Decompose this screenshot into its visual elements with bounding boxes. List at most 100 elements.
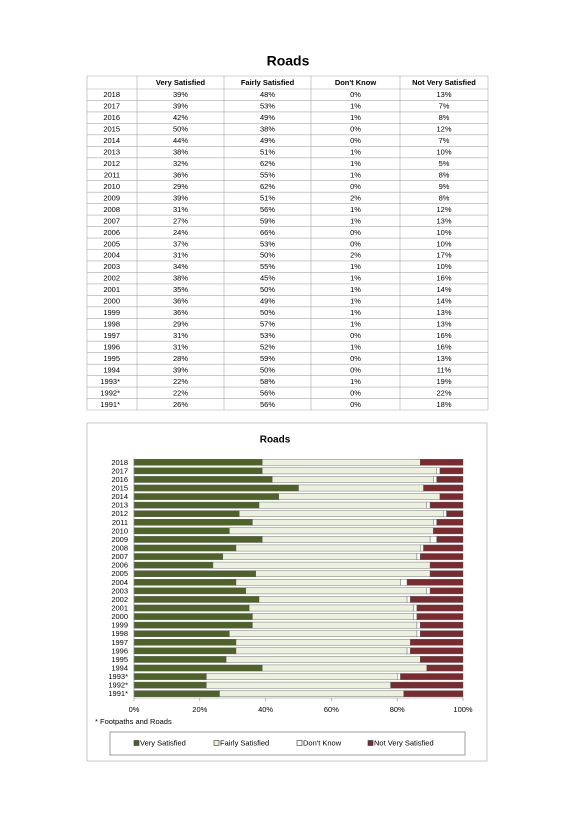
row-year: 2005 [103, 239, 120, 248]
table-cell: 7% [439, 136, 450, 145]
table-cell: 19% [436, 377, 451, 386]
table-cell: 55% [260, 170, 275, 179]
table-cell: 1% [350, 216, 361, 225]
table-header: Don't Know [335, 78, 377, 87]
table-cell: 55% [260, 262, 275, 271]
table-cell: 53% [260, 102, 275, 111]
y-tick-label: 2010 [111, 526, 128, 535]
table-cell: 13% [436, 90, 451, 99]
legend-swatch [367, 740, 374, 746]
table-cell: 22% [173, 377, 188, 386]
bar-segment [133, 484, 299, 492]
table-cell: 1% [350, 308, 361, 317]
table-cell: 29% [173, 182, 188, 191]
table-cell: 50% [173, 125, 188, 134]
table-cell: 57% [260, 320, 275, 329]
row-year: 1991* [100, 400, 120, 409]
bar-segment [133, 493, 279, 500]
row-year: 2012 [103, 159, 120, 168]
row-year: 2001 [103, 285, 120, 294]
bar-segment [235, 647, 408, 655]
table-cell: 1% [350, 102, 361, 111]
table-cell: 12% [436, 205, 451, 214]
table-cell: 0% [350, 125, 361, 134]
bar-segment [429, 536, 437, 543]
y-tick-label: 2003 [111, 586, 128, 595]
y-tick-label: 2007 [111, 552, 128, 561]
bar-segment [133, 476, 273, 483]
row-year: 2016 [103, 113, 120, 122]
bar-segment [133, 604, 250, 612]
bar-segment [416, 621, 421, 629]
bar-segment [262, 536, 431, 543]
bar-segment [390, 681, 464, 689]
table-header: Very Satisfied [156, 78, 206, 87]
table-cell: 0% [350, 365, 361, 374]
table-cell: 0% [350, 90, 361, 99]
table-cell: 45% [260, 274, 275, 283]
table-cell: 1% [350, 148, 361, 157]
table-cell: 35% [173, 285, 188, 294]
table-cell: 62% [260, 182, 275, 191]
table-cell: 24% [173, 228, 188, 237]
table-cell: 16% [436, 342, 451, 351]
table-cell: 13% [436, 216, 451, 225]
legend-swatch [296, 740, 303, 746]
bar-segment [133, 613, 253, 620]
bar-segment [429, 587, 464, 595]
bar-segment [252, 519, 434, 526]
bar-segment [413, 613, 418, 620]
bar-segment [239, 510, 444, 517]
y-tick-label: 2004 [111, 578, 128, 587]
bar-segment [423, 484, 464, 492]
row-year: 2006 [103, 228, 120, 237]
table-cell: 9% [439, 182, 450, 191]
x-tick-label: 20% [192, 705, 207, 714]
bar-segment [406, 596, 411, 603]
bar-segment [229, 630, 418, 638]
page-title: Roads [267, 53, 310, 69]
bar-segment [403, 690, 464, 698]
bar-segment [416, 553, 421, 560]
table-cell: 38% [173, 274, 188, 283]
bar-segment [133, 510, 240, 517]
bar-segment [133, 639, 237, 646]
bar-segment [436, 476, 464, 483]
y-tick-label: 2009 [111, 535, 128, 544]
bar-segment [133, 527, 230, 535]
y-tick-label: 2011 [112, 518, 128, 527]
table-cell: 31% [173, 331, 188, 340]
bar-segment [133, 596, 260, 603]
bar-segment [133, 630, 230, 638]
table-cell: 29% [173, 320, 188, 329]
bar-segment [222, 553, 418, 560]
y-tick-label: 2000 [111, 612, 128, 621]
table-cell: 10% [436, 148, 451, 157]
table-cell: 38% [260, 125, 275, 134]
y-tick-label: 2014 [111, 492, 128, 501]
row-year: 2010 [103, 182, 120, 191]
table-cell: 31% [173, 342, 188, 351]
table-cell: 59% [260, 216, 275, 225]
table-cell: 13% [436, 320, 451, 329]
bar-segment [436, 536, 464, 543]
legend-label: Fairly Satisfied [220, 738, 269, 747]
bar-segment [436, 519, 464, 526]
table-cell: 7% [439, 102, 450, 111]
row-year: 1992* [100, 388, 120, 397]
bar-segment [133, 579, 237, 586]
table-cell: 1% [350, 297, 361, 306]
bar-segment [439, 493, 464, 500]
bar-segment [133, 519, 253, 526]
row-year: 2015 [103, 125, 120, 134]
legend-box [109, 731, 466, 756]
bar-segment [416, 630, 421, 638]
bar-segment [133, 681, 207, 689]
table-cell: 56% [260, 205, 275, 214]
y-tick-label: 2008 [111, 543, 128, 552]
bar-segment [262, 467, 437, 475]
table-cell: 16% [436, 331, 451, 340]
bar-segment [400, 673, 464, 680]
table-cell: 0% [350, 400, 361, 409]
y-tick-label: 2015 [111, 483, 128, 492]
